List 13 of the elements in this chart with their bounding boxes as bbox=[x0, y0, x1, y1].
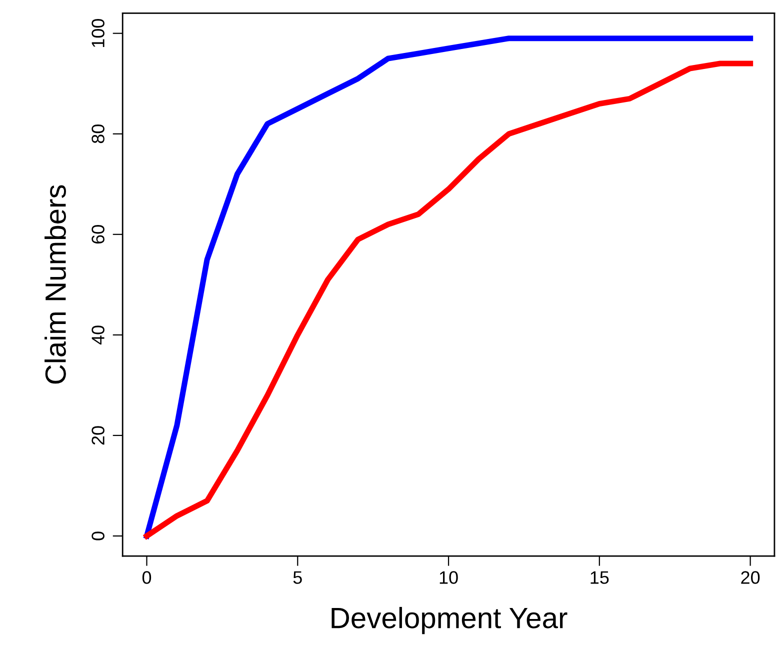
y-tick-label: 80 bbox=[92, 124, 104, 144]
y-axis-title: Claim Numbers bbox=[44, 185, 66, 384]
y-tick-label: 40 bbox=[92, 326, 104, 345]
x-tick-label: 5 bbox=[293, 571, 302, 584]
x-tick-label: 20 bbox=[741, 571, 760, 584]
y-tick-label: 0 bbox=[92, 532, 104, 540]
y-tick-label: 100 bbox=[92, 18, 104, 48]
y-tick-label: 20 bbox=[92, 426, 104, 445]
x-axis-title: Development Year bbox=[332, 606, 568, 634]
x-tick-label: 10 bbox=[440, 571, 458, 584]
y-tick-label: 60 bbox=[92, 225, 104, 244]
x-tick-label: 15 bbox=[590, 571, 609, 584]
x-tick-label: 0 bbox=[142, 571, 152, 584]
